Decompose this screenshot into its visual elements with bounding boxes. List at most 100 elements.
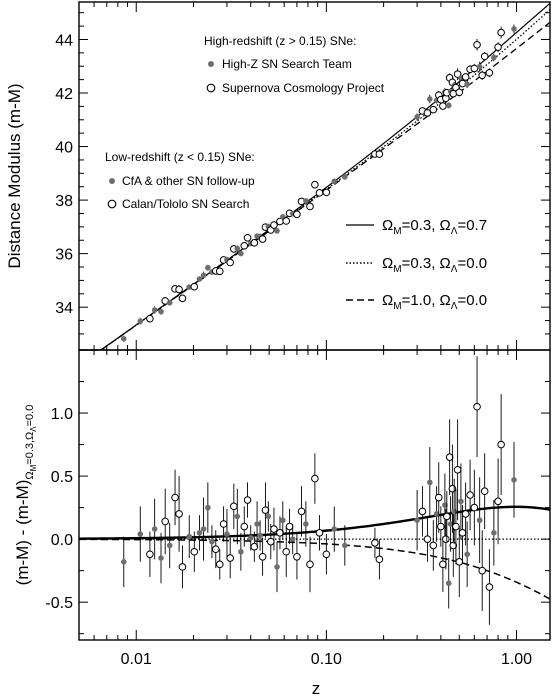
- data-point-filled: [205, 264, 211, 271]
- residual-point-open: [261, 506, 270, 514]
- residual-point-open: [315, 529, 324, 537]
- residual-point-filled: [464, 551, 470, 558]
- residual-point-filled: [257, 532, 263, 539]
- residual-point-open: [429, 541, 438, 550]
- axis-tick-labels: 0.01 0.10 1.00 34 36 38 40 42 44 -0.5 0.0 0.5 1.0: [45, 32, 532, 668]
- data-point-open: [311, 180, 319, 189]
- residual-point-filled: [254, 521, 260, 527]
- residual-point-filled: [458, 498, 464, 505]
- residual-point-filled: [491, 530, 497, 536]
- data-point-open: [455, 88, 464, 97]
- data-point-filled: [234, 245, 241, 252]
- residual-point-filled: [476, 517, 483, 524]
- y-tick-label-bottom: 1.0: [51, 406, 73, 423]
- data-point-filled: [476, 63, 483, 70]
- data-point-filled: [238, 250, 244, 257]
- residual-point-filled: [511, 477, 517, 483]
- residual-point-open: [190, 547, 199, 556]
- residual-point-open: [371, 539, 379, 547]
- residual-point-filled: [120, 559, 127, 565]
- data-point-open: [470, 64, 479, 73]
- legend-marker-filled: [208, 61, 214, 67]
- data-point-filled: [491, 54, 497, 61]
- data-point-open: [429, 105, 438, 114]
- legend-calan-tololo: Calan/Tololo SN Search: [122, 197, 249, 211]
- residual-point-open: [434, 493, 443, 502]
- data-point-open: [480, 52, 489, 61]
- residual-point-open: [311, 474, 319, 483]
- residual-point-open: [258, 552, 267, 561]
- legend-marker-open: [107, 199, 117, 209]
- x-tick-label: 1.00: [501, 651, 532, 668]
- data-point-open: [485, 68, 494, 77]
- data-point-filled: [511, 26, 517, 32]
- residual-point-filled: [280, 517, 286, 524]
- residual-point-open: [161, 517, 169, 526]
- residual-point-open: [293, 552, 301, 561]
- residual-point-open: [215, 560, 224, 569]
- data-point-open: [293, 210, 301, 219]
- top-data-points: [120, 24, 517, 342]
- y-axis-title-bottom: (m-M) - (m-M)ΩM=0.3,ΩΛ=0.0: [13, 405, 38, 586]
- data-point-filled: [414, 114, 420, 120]
- data-point-open: [146, 314, 154, 323]
- residual-point-open: [442, 535, 450, 543]
- y-axis-title-top: Distance Modulus (m-M): [5, 83, 24, 268]
- legend-low-z-title: Low-redshift (z < 0.15) SNe:: [105, 150, 255, 164]
- legend-model-solid: ΩM=0.3, ΩΛ=0.7: [382, 217, 487, 237]
- residual-point-open: [461, 510, 470, 518]
- y-tick-label-top: 40: [55, 140, 73, 157]
- y-tick-label-top: 36: [55, 247, 73, 264]
- residual-point-open: [146, 550, 154, 559]
- data-point-open: [439, 102, 447, 110]
- residual-point-filled: [186, 533, 193, 540]
- residual-point-open: [452, 522, 460, 531]
- y-tick-label-bottom: 0.5: [51, 469, 73, 486]
- y-tick-label-bottom: 0.0: [51, 532, 73, 549]
- residual-point-filled: [414, 517, 420, 524]
- residual-point-filled: [137, 531, 144, 537]
- data-point-open: [375, 150, 384, 158]
- legend-high-z-team: High-Z SN Search Team: [222, 57, 352, 71]
- residual-point-filled: [427, 479, 433, 486]
- residual-point-filled: [289, 536, 296, 542]
- data-point-filled: [427, 96, 433, 102]
- y-tick-label-bottom: -0.5: [45, 595, 73, 612]
- legend-scp: Supernova Cosmology Project: [222, 81, 385, 95]
- legend-cfa: CfA & other SN follow-up: [122, 174, 255, 188]
- residual-point-filled: [151, 526, 158, 532]
- residual-point-filled: [247, 535, 254, 541]
- residual-point-open: [175, 510, 183, 518]
- residual-point-filled: [445, 580, 452, 587]
- residual-point-open: [485, 583, 494, 591]
- data-point-filled: [151, 307, 158, 313]
- data-point-open: [270, 221, 278, 229]
- data-point-open: [175, 285, 183, 294]
- x-tick-label: 0.01: [121, 651, 152, 668]
- residual-point-open: [437, 522, 445, 531]
- residual-point-open: [449, 541, 458, 550]
- data-point-open: [478, 71, 487, 80]
- residual-point-open: [466, 491, 474, 499]
- y-tick-label-top: 42: [55, 86, 73, 103]
- residual-point-open: [458, 529, 467, 537]
- data-point-open: [178, 294, 187, 303]
- residual-point-open: [375, 555, 384, 564]
- data-point-open: [473, 40, 481, 49]
- residual-point-filled: [209, 538, 215, 545]
- residual-point-open: [473, 402, 481, 411]
- data-point-open: [306, 202, 314, 211]
- data-point-filled: [137, 318, 144, 325]
- data-point-filled: [303, 198, 309, 204]
- x-axis-title: z: [312, 679, 321, 698]
- residual-curve-dashed: [78, 538, 551, 600]
- data-point-open: [215, 267, 224, 276]
- residual-point-filled: [442, 502, 448, 508]
- residual-point-open: [297, 507, 306, 516]
- residual-point-open: [322, 550, 331, 559]
- bottom-model-curves: [78, 505, 551, 600]
- residual-point-filled: [166, 542, 173, 549]
- bottom-data-points: [120, 356, 517, 625]
- data-point-filled: [445, 102, 452, 109]
